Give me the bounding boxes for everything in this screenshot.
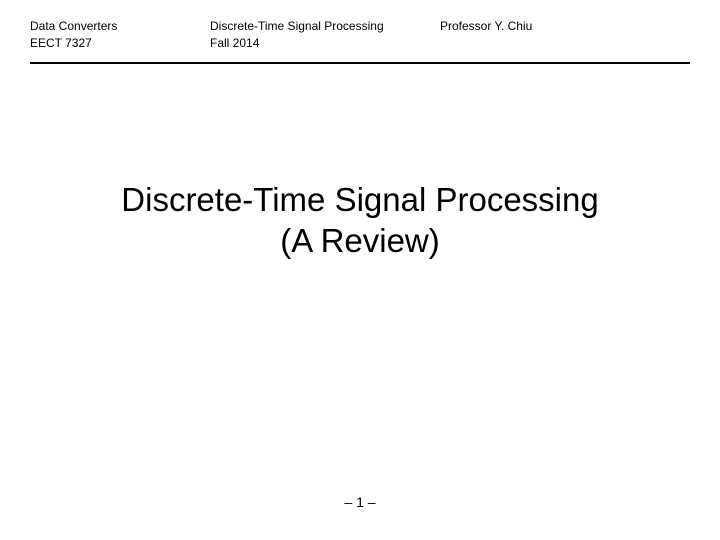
- slide-header: Data Converters EECT 7327 Discrete-Time …: [0, 0, 720, 62]
- instructor-name: Professor Y. Chiu: [440, 18, 690, 35]
- title-line-2: (A Review): [0, 220, 720, 261]
- term: Fall 2014: [210, 35, 440, 52]
- course-title: Data Converters: [30, 18, 210, 35]
- topic-title: Discrete-Time Signal Processing: [210, 18, 440, 35]
- page-number: – 1 –: [0, 494, 720, 510]
- header-column-instructor: Professor Y. Chiu: [440, 18, 690, 52]
- title-line-1: Discrete-Time Signal Processing: [0, 179, 720, 220]
- header-column-topic: Discrete-Time Signal Processing Fall 201…: [210, 18, 440, 52]
- main-title: Discrete-Time Signal Processing (A Revie…: [0, 179, 720, 262]
- header-divider: [30, 62, 690, 64]
- course-code: EECT 7327: [30, 35, 210, 52]
- header-column-course: Data Converters EECT 7327: [30, 18, 210, 52]
